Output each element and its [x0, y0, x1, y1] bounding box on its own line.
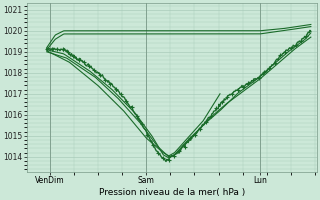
X-axis label: Pression niveau de la mer( hPa ): Pression niveau de la mer( hPa ): [99, 188, 245, 197]
